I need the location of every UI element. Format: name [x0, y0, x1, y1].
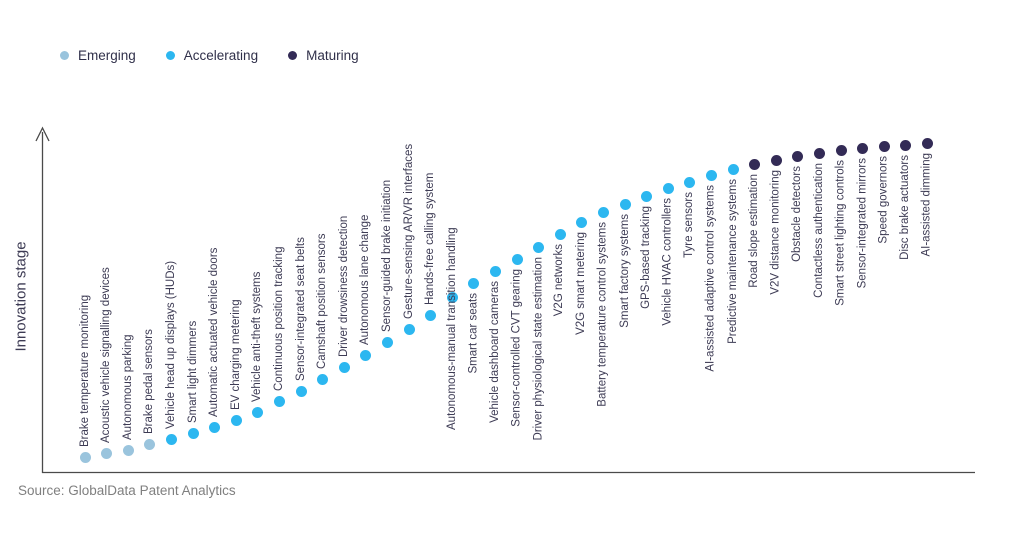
data-point — [749, 158, 761, 170]
data-point-label: AI-assisted adaptive control systems — [704, 185, 717, 372]
data-point-label: Hands-free calling system — [424, 172, 437, 305]
data-point — [446, 291, 458, 303]
data-point-label: AI-assisted dimming — [920, 153, 933, 257]
data-point — [425, 309, 437, 321]
data-point-label: Disc brake actuators — [899, 155, 912, 260]
legend-item-maturing: Maturing — [288, 48, 359, 63]
data-point — [770, 154, 782, 166]
data-point — [360, 349, 372, 361]
data-point — [511, 253, 523, 265]
data-point — [792, 150, 804, 162]
data-point-label: Vehicle head up displays (HUDs) — [164, 260, 177, 429]
data-point-label: Acoustic vehicle signalling devices — [100, 267, 113, 443]
data-point — [533, 241, 545, 253]
data-point-label: Vehicle dashboard cameras — [488, 281, 501, 423]
data-point-label: Driver drowsiness detection — [337, 215, 350, 357]
data-point-label: Automatic actuated vehicle doors — [208, 247, 221, 417]
data-point — [230, 414, 242, 426]
data-point — [338, 361, 350, 373]
data-point — [684, 176, 696, 188]
data-point-label: Contactless authentication — [812, 163, 825, 298]
data-point — [921, 137, 933, 149]
data-point — [403, 323, 415, 335]
data-point — [144, 438, 156, 450]
legend-label-accelerating: Accelerating — [183, 48, 259, 63]
data-point-label: Smart car seats — [467, 293, 480, 374]
data-point-label: Smart light dimmers — [186, 320, 199, 423]
legend-item-emerging: Emerging — [60, 48, 136, 63]
data-point-label: Smart street lighting controls — [834, 160, 847, 306]
data-point — [209, 421, 221, 433]
data-point-label: Sensor-controlled CVT gearing — [510, 269, 523, 427]
data-point — [878, 140, 890, 152]
data-point-label: Battery temperature control systems — [596, 222, 609, 407]
data-point-label: Sensor-integrated seat belts — [294, 237, 307, 381]
maturing-dot-icon — [288, 51, 298, 60]
data-point-label: EV charging metering — [229, 299, 242, 410]
data-point-label: Sensor-guided brake initiation — [380, 179, 393, 332]
data-point — [705, 169, 717, 181]
data-point-label: Speed governors — [877, 156, 890, 244]
data-point-label: Sensor-integrated mirrors — [856, 158, 869, 289]
data-point-label: Brake pedal sensors — [143, 329, 156, 434]
data-point — [813, 147, 825, 159]
legend: Emerging Accelerating Maturing — [60, 48, 359, 63]
data-point-label: Obstacle detectors — [791, 166, 804, 262]
data-point — [554, 228, 566, 240]
data-point-label: V2G networks — [553, 244, 566, 317]
source-text: Source: GlobalData Patent Analytics — [18, 483, 236, 498]
data-point — [317, 373, 329, 385]
data-point — [576, 216, 588, 228]
data-point — [489, 265, 501, 277]
data-point-label: Road slope estimation — [748, 174, 761, 288]
data-point-label: Autonomous lane change — [359, 214, 372, 345]
data-point — [468, 277, 480, 289]
data-point — [252, 406, 264, 418]
data-point-label: Predictive maintenance systems — [726, 179, 739, 344]
legend-label-maturing: Maturing — [306, 48, 359, 63]
data-point — [597, 206, 609, 218]
data-point-label: Camshaft position sensors — [316, 233, 329, 369]
data-point — [641, 190, 653, 202]
data-point-label: Tyre sensors — [683, 192, 696, 258]
data-point-label: Autonomous parking — [121, 334, 134, 440]
data-point-label: GPS-based tracking — [640, 206, 653, 309]
data-point-label: Driver physiological state estimation — [532, 257, 545, 441]
data-point — [165, 433, 177, 445]
data-point — [122, 444, 134, 456]
data-point — [727, 163, 739, 175]
data-point — [662, 182, 674, 194]
accelerating-dot-icon — [165, 51, 175, 60]
data-point-label: Vehicle HVAC controllers — [661, 198, 674, 326]
data-point — [619, 198, 631, 210]
data-point — [187, 427, 199, 439]
data-point-label: Continuous position tracking — [272, 246, 285, 391]
y-axis-arrow-icon — [35, 126, 50, 142]
legend-label-emerging: Emerging — [78, 48, 136, 63]
data-point-label: Vehicle anti-theft systems — [251, 271, 264, 402]
y-axis-label: Innovation stage — [12, 241, 30, 352]
data-point — [857, 142, 869, 154]
data-point — [835, 144, 847, 156]
data-point-label: Autonomous-manual transition handling — [445, 227, 458, 430]
data-point-label: V2G smart metering — [575, 232, 588, 335]
emerging-dot-icon — [60, 51, 69, 60]
data-point-label: V2V distance monitoring — [769, 170, 782, 295]
data-point-label: Gesture-sensing AR/VR interfaces — [402, 143, 415, 319]
legend-item-accelerating: Accelerating — [165, 48, 259, 63]
data-point — [295, 385, 307, 397]
data-point — [381, 336, 393, 348]
data-point-label: Smart factory systems — [618, 214, 631, 328]
data-point — [900, 139, 912, 151]
data-point — [273, 395, 285, 407]
data-point-label: Brake temperature monitoring — [78, 294, 91, 447]
data-point — [101, 447, 113, 459]
data-point — [79, 451, 91, 463]
